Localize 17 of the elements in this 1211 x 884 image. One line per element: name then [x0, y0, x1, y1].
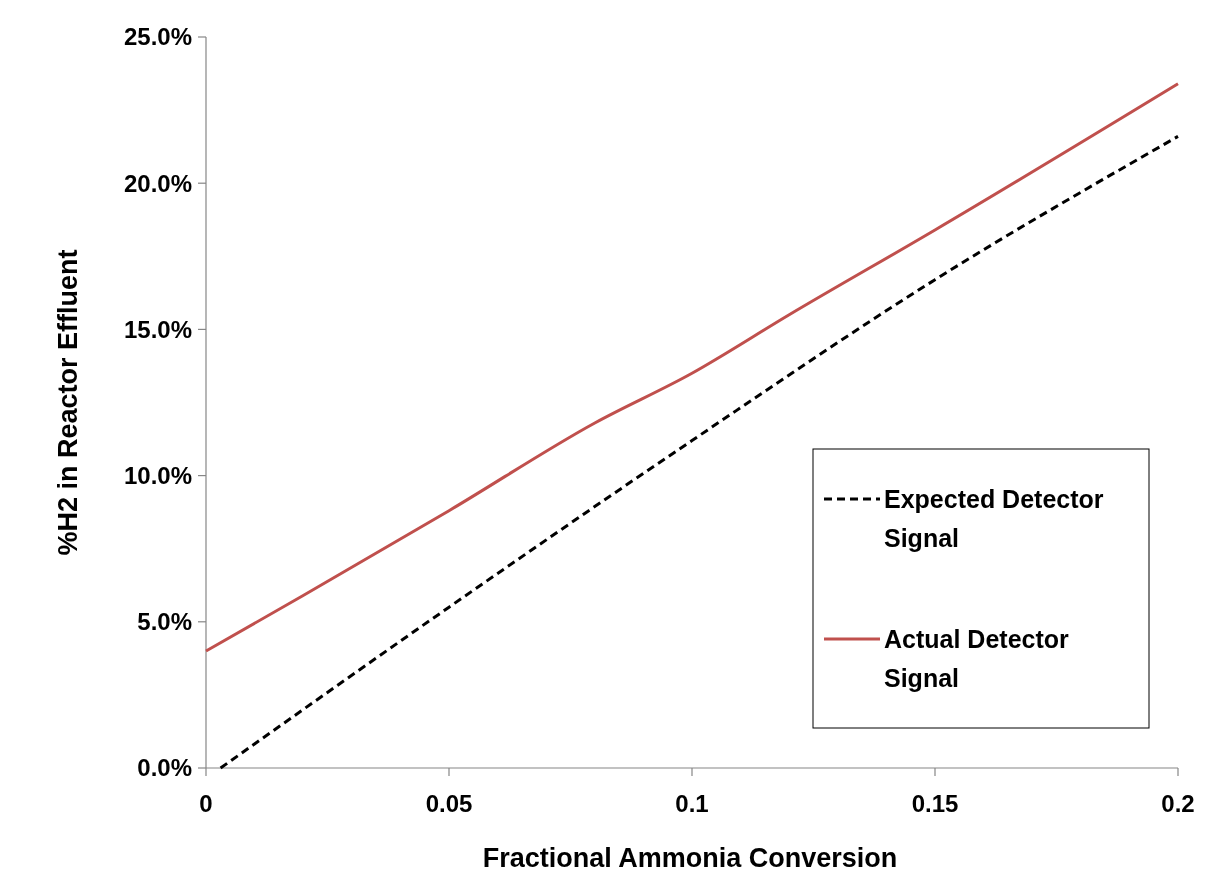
x-tick-label: 0 [199, 790, 213, 817]
legend-label: Actual Detector Signal [884, 624, 1070, 692]
legend-label: Expected Detector Signal [884, 484, 1104, 552]
y-tick-label: 25.0% [123, 23, 192, 51]
y-axis-title: %H2 in Reactor Effluent [53, 249, 83, 556]
x-tick-label: 0.2 [1161, 790, 1195, 817]
y-tick-label: 5.0% [137, 608, 192, 636]
y-tick-label: 15.0% [123, 315, 192, 343]
y-tick-label: 0.0% [137, 754, 192, 782]
y-tick-label: 20.0% [123, 169, 192, 197]
x-tick-label: 0.15 [911, 790, 959, 817]
x-tick-label: 0.1 [675, 790, 709, 817]
y-tick-label: 10.0% [123, 462, 192, 489]
x-axis-title: Fractional Ammonia Conversion [482, 843, 898, 873]
line-series [219, 134, 1180, 770]
line-series [204, 82, 1180, 653]
x-tick-label: 0.05 [425, 790, 473, 817]
